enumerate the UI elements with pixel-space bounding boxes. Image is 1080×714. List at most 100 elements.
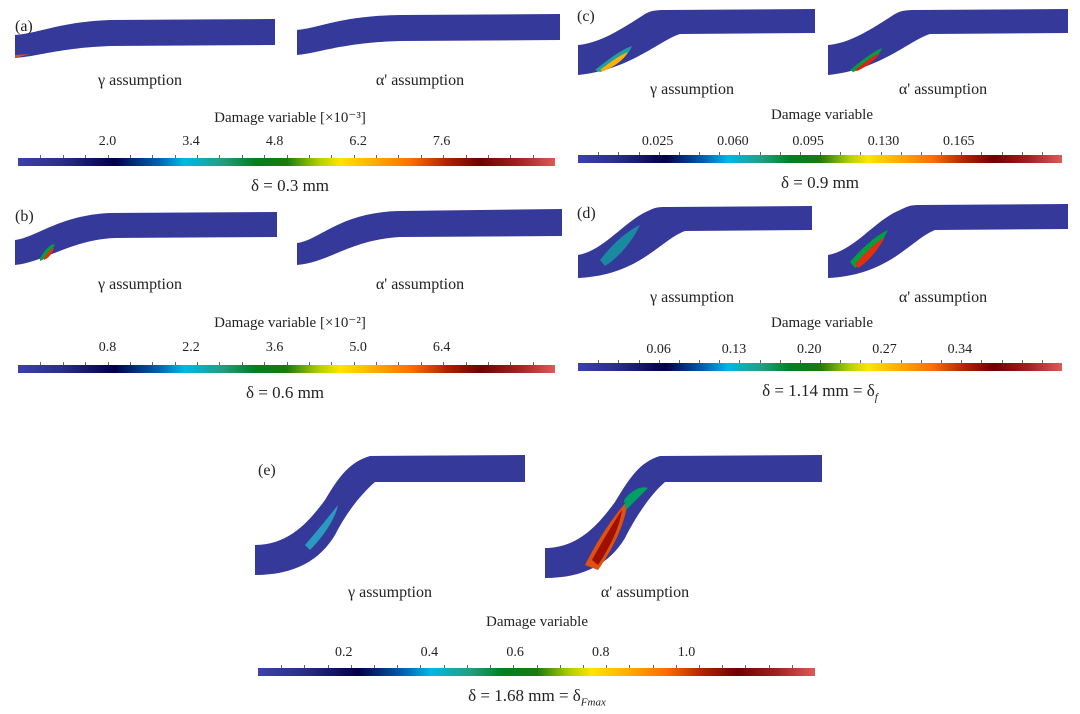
- colorbar-minor-tick: [241, 362, 243, 365]
- colorbar-minor-tick: [799, 152, 801, 155]
- colorbar-minor-tick: [107, 362, 109, 365]
- colorbar-minor-tick: [1021, 360, 1023, 363]
- colorbar-minor-tick: [304, 665, 306, 668]
- colorbar-minor-tick: [606, 665, 608, 668]
- colorbar: [578, 152, 1062, 163]
- colorbar-tick-label: 0.8: [592, 645, 610, 660]
- colorbar-minor-tick: [1001, 152, 1003, 155]
- colorbar-minor-tick: [598, 152, 600, 155]
- colorbar-minor-tick: [582, 665, 584, 668]
- plate-b-gamma: [15, 212, 277, 265]
- colorbar-minor-tick: [107, 155, 109, 158]
- colorbar-minor-tick: [353, 362, 355, 365]
- colorbar-title: Damage variable [×10⁻²]: [214, 315, 366, 331]
- colorbar-minor-tick: [860, 152, 862, 155]
- colorbar-minor-tick: [920, 152, 922, 155]
- colorbar-minor-tick: [398, 362, 400, 365]
- colorbar: [18, 155, 555, 166]
- colorbar-tick-label: 0.6: [506, 645, 524, 660]
- colorbar-minor-tick: [719, 152, 721, 155]
- alpha-assumption-label: α' assumption: [375, 72, 465, 89]
- plate-c-gamma: [578, 9, 815, 75]
- displacement-caption: δ = 1.14 mm = δf: [762, 381, 878, 403]
- colorbar-minor-tick: [559, 665, 561, 668]
- colorbar-minor-tick: [722, 665, 724, 668]
- displacement-text: δ = 0.6 mm: [245, 383, 325, 402]
- colorbar: [18, 362, 555, 373]
- colorbar-minor-tick: [618, 152, 620, 155]
- gamma-assumption-label: γ assumption: [650, 81, 734, 98]
- colorbar-tick-label: 0.27: [872, 342, 897, 357]
- colorbar-minor-tick: [376, 362, 377, 365]
- colorbar-minor-tick: [638, 360, 640, 363]
- colorbar-minor-tick: [281, 665, 283, 668]
- colorbar-minor-tick: [129, 362, 131, 365]
- colorbar-minor-tick: [420, 665, 422, 668]
- colorbar-tick-label: 6.4: [432, 340, 451, 355]
- colorbar-minor-tick: [699, 152, 700, 155]
- colorbar-minor-tick: [376, 155, 377, 158]
- colorbar-title: Damage variable: [485, 614, 589, 630]
- colorbar-minor-tick: [174, 155, 176, 158]
- colorbar-minor-tick: [699, 360, 700, 363]
- colorbar-minor-tick: [174, 362, 176, 365]
- colorbar-minor-tick: [536, 665, 538, 668]
- colorbar-minor-tick: [652, 665, 654, 668]
- colorbar-minor-tick: [308, 155, 310, 158]
- panel-label: (d): [577, 205, 596, 222]
- colorbar-minor-tick: [739, 360, 741, 363]
- colorbar-minor-tick: [286, 155, 288, 158]
- colorbar-minor-tick: [397, 665, 399, 668]
- gamma-assumption-label: γ assumption: [650, 289, 734, 306]
- colorbar-minor-tick: [487, 362, 489, 365]
- colorbar-minor-tick: [62, 155, 64, 158]
- colorbar-minor-tick: [629, 665, 631, 668]
- colorbar-minor-tick: [532, 362, 534, 365]
- displacement-caption: δ = 0.9 mm: [781, 173, 859, 193]
- colorbar-minor-tick: [961, 360, 963, 363]
- colorbar-minor-tick: [443, 155, 445, 158]
- colorbar-minor-tick: [779, 152, 781, 155]
- colorbar-minor-tick: [799, 360, 801, 363]
- displacement-text: δ = 1.14 mm = δ: [762, 381, 875, 400]
- displacement-subscript: f: [874, 391, 878, 404]
- gamma-assumption-label: γ assumption: [348, 584, 432, 601]
- colorbar-minor-tick: [618, 360, 620, 363]
- colorbar: [258, 665, 815, 676]
- colorbar-minor-tick: [197, 362, 198, 365]
- colorbar-minor-tick: [1021, 152, 1023, 155]
- plate-c-alpha: [828, 9, 1068, 75]
- colorbar-minor-tick: [698, 665, 700, 668]
- panel-label: (b): [15, 208, 34, 225]
- colorbar-tick-label: 0.34: [947, 342, 973, 357]
- colorbar-minor-tick: [264, 362, 266, 365]
- colorbar-minor-tick: [981, 152, 983, 155]
- colorbar-minor-tick: [219, 155, 221, 158]
- colorbar-minor-tick: [739, 152, 741, 155]
- colorbar-minor-tick: [820, 360, 821, 363]
- colorbar-minor-tick: [791, 665, 793, 668]
- damage-hotspots: [15, 46, 888, 570]
- plate-d-gamma: [578, 206, 812, 278]
- colorbar-minor-tick: [779, 360, 781, 363]
- colorbar-minor-tick: [465, 362, 467, 365]
- colorbar-tick-label: 1.0: [677, 645, 696, 660]
- colorbar-tick-label: 0.060: [717, 134, 749, 149]
- gamma-assumption-label: γ assumption: [98, 276, 182, 293]
- colorbar-minor-tick: [420, 155, 422, 158]
- colorbar-minor-tick: [759, 152, 761, 155]
- colorbar-tick-label: 3.4: [182, 134, 200, 149]
- panel-label: (a): [15, 18, 33, 35]
- colorbar-minor-tick: [40, 155, 42, 158]
- colorbar-tick-label: 0.025: [641, 134, 674, 149]
- colorbar-minor-tick: [1041, 152, 1043, 155]
- colorbar-tick-label: 0.4: [420, 645, 439, 660]
- colorbar-minor-tick: [658, 360, 660, 363]
- colorbar-minor-tick: [880, 360, 882, 363]
- colorbar-minor-tick: [443, 362, 445, 365]
- colorbar-minor-tick: [331, 362, 333, 365]
- colorbar-minor-tick: [264, 155, 266, 158]
- colorbar-minor-tick: [678, 360, 680, 363]
- colorbar-minor-tick: [308, 362, 310, 365]
- plate-e-alpha: [545, 455, 822, 578]
